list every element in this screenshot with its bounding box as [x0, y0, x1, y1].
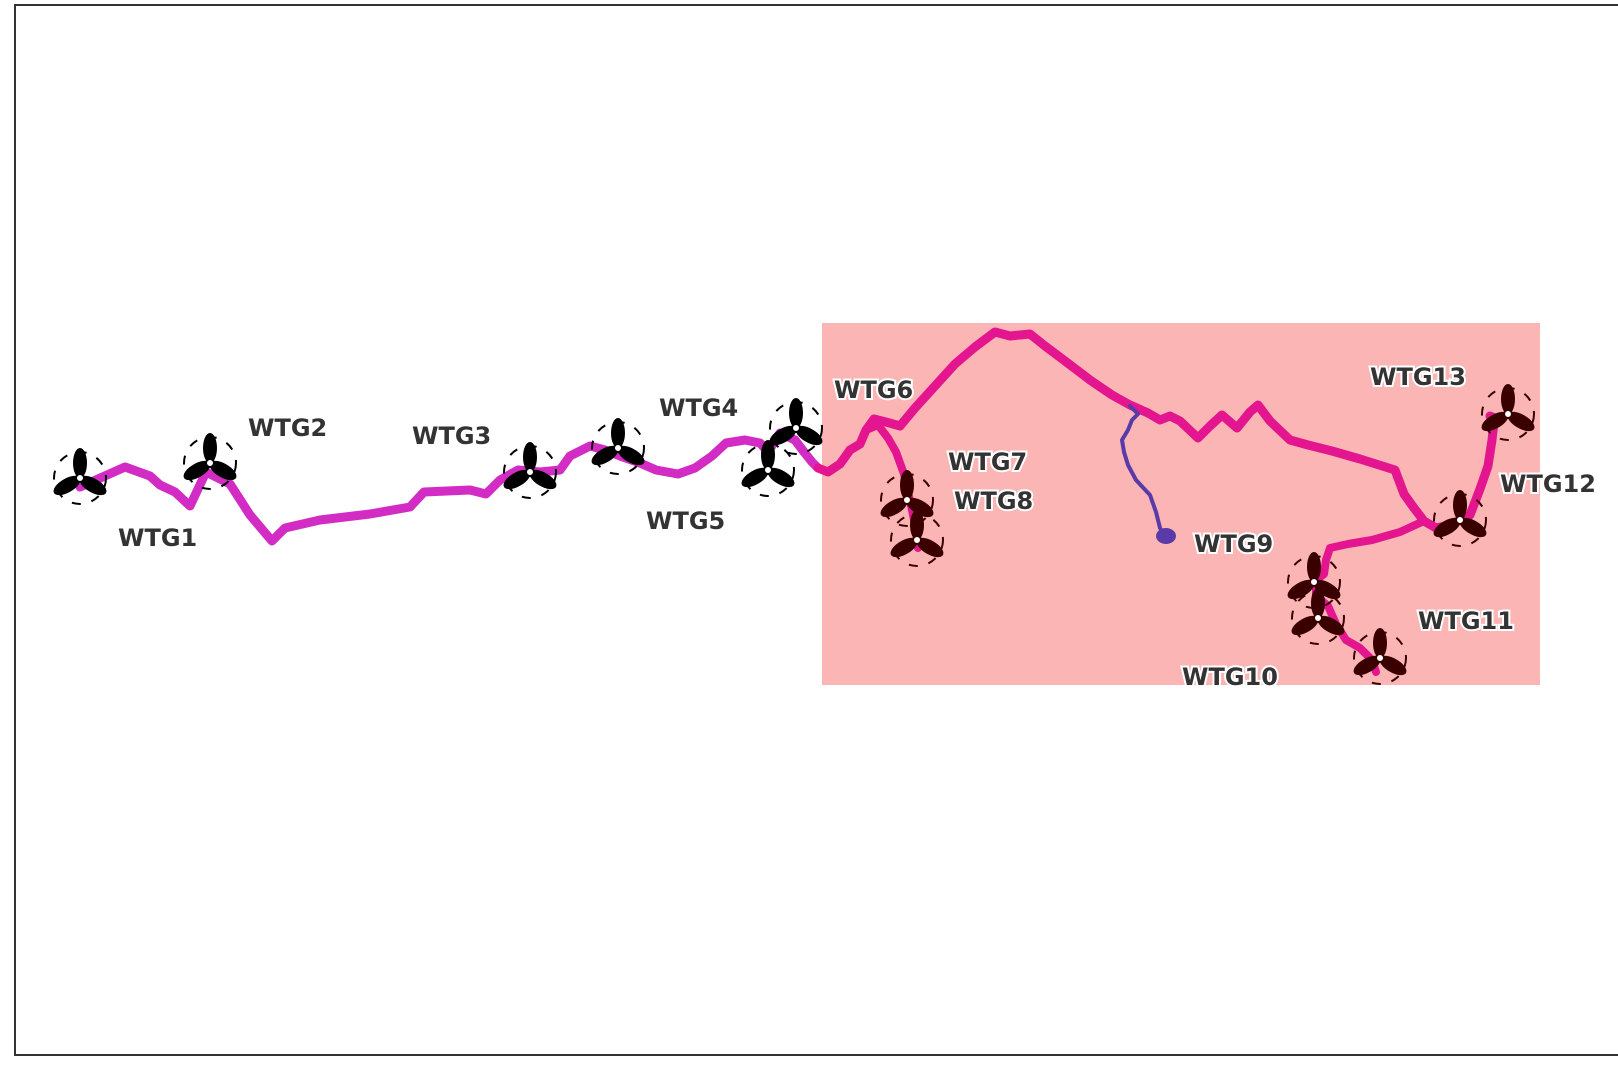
turbine-icon-wtg2 [183, 433, 237, 490]
branch-route-wtg9 [1120, 404, 1172, 542]
turbine-icon-wtg10a [1287, 552, 1341, 609]
turbine-icon-wtg10b [1291, 588, 1345, 645]
turbine-icon-wtg4 [591, 418, 645, 475]
turbine-label-wtg10: WTG10 [1182, 663, 1278, 691]
turbine-markers [53, 384, 1535, 685]
turbine-label-wtg4: WTG4 [659, 394, 738, 422]
turbine-icon-wtg13 [1481, 384, 1535, 441]
turbine-label-wtg13: WTG13 [1370, 363, 1466, 391]
turbine-label-wtg8: WTG8 [954, 487, 1033, 515]
turbine-icon-wtg11 [1353, 628, 1407, 685]
map-frame [14, 4, 1618, 1056]
turbine-label-wtg2: WTG2 [248, 414, 327, 442]
turbine-label-wtg1: WTG1 [118, 524, 197, 552]
turbine-icon-wtg12 [1433, 490, 1487, 547]
turbine-label-wtg7: WTG7 [948, 448, 1027, 476]
turbine-label-wtg11: WTG11 [1418, 607, 1514, 635]
turbine-labels: WTG1 WTG2 WTG3 WTG4 WTG5 WTG6 WTG7 WTG8 … [116, 361, 1598, 693]
branch-end-marker [1156, 528, 1176, 544]
turbine-label-wtg6: WTG6 [834, 376, 913, 404]
turbine-icon-wtg7 [880, 470, 934, 527]
turbine-icon-wtg3 [503, 442, 557, 499]
turbine-icon-wtg5 [741, 440, 795, 497]
turbine-label-wtg9: WTG9 [1194, 530, 1273, 558]
turbine-label-wtg5: WTG5 [646, 507, 725, 535]
turbine-label-wtg12: WTG12 [1500, 470, 1596, 498]
turbine-label-wtg3: WTG3 [412, 422, 491, 450]
turbine-icon-wtg6 [769, 398, 823, 455]
turbine-icon-wtg1 [53, 448, 107, 505]
turbine-icon-wtg8 [890, 510, 944, 567]
